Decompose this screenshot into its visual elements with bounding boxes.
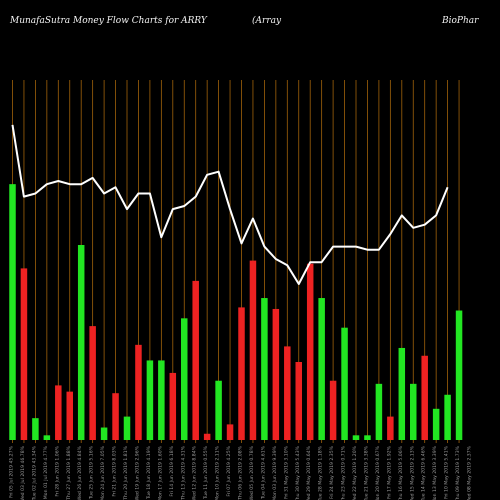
x-tick-label-29: Fri 24 May 2019 2.35% — [329, 445, 335, 499]
x-tick-label-22: Wed 05 Jun 2019 0.78% — [249, 445, 255, 500]
money-flow-bar-13 — [146, 360, 154, 440]
company-name-part-2: BioPhar — [442, 16, 479, 26]
x-tick-label-2: Wed 03 Jul 2019 46.78% — [20, 445, 26, 500]
money-flow-bar-19 — [215, 380, 222, 440]
x-tick-label-10: Fri 21 Jun 2019 8.03% — [112, 445, 118, 496]
x-tick-label-4: Mon 01 Jul 2019 4.77% — [43, 445, 49, 499]
money-flow-bar-28 — [318, 298, 325, 440]
x-tick-label-38: Mon 13 May 2019 3.39% — [432, 445, 438, 500]
money-flow-bar-34 — [387, 416, 394, 440]
price-line — [11, 124, 449, 285]
x-tick-label-28: Tue 28 May 2019 1.18% — [318, 445, 324, 500]
money-flow-bar-31 — [352, 435, 360, 440]
money-flow-bar-39 — [444, 394, 451, 440]
x-tick-label-8: Tue 25 Jun 2019 5.16% — [89, 445, 95, 500]
money-flow-bar-24 — [272, 308, 280, 440]
money-flow-bar-7 — [77, 245, 85, 440]
money-flow-bar-27 — [306, 263, 314, 440]
money-flow-bar-9 — [100, 427, 108, 440]
x-tick-label-37: Tue 14 May 2019 6.46% — [421, 445, 427, 500]
x-tick-label-19: Mon 10 Jun 2019 2.11% — [215, 445, 221, 500]
x-tick-label-40: Thu 09 May 2019 1.73% — [455, 445, 461, 500]
x-tick-label-30: Thu 23 May 2019 0.71% — [341, 445, 347, 500]
money-flow-bar-5 — [55, 385, 62, 440]
money-flow-bar-35 — [398, 347, 406, 440]
money-flow-bar-8 — [89, 326, 96, 440]
x-tick-label-32: Tue 21 May 2019 3.38% — [363, 445, 369, 500]
money-flow-bar-6 — [66, 391, 73, 440]
x-tick-label-15: Fri 14 Jun 2019 6.18% — [169, 445, 175, 496]
x-tick-label-5: Fri 28 Jun 2019 1.06% — [54, 445, 60, 496]
x-tick-label-41: Wed 08 May 2019 2.37% — [467, 445, 473, 500]
money-flow-bar-30 — [341, 327, 348, 440]
company-name-part-1: (Array — [252, 16, 282, 26]
x-axis-tick-labels: Fri 05 Jul 2019 45.27% Wed 03 Jul 2019 46… — [9, 445, 473, 500]
x-tick-label-24: Mon 03 Jun 2019 9.39% — [272, 445, 278, 500]
x-tick-label-13: Tue 18 Jun 2019 4.19% — [146, 445, 152, 500]
money-flow-bar-33 — [375, 383, 383, 440]
x-tick-label-36: Wed 15 May 2019 2.13% — [409, 445, 415, 500]
money-flow-bar-10 — [112, 393, 119, 440]
money-flow-bar-32 — [364, 435, 371, 440]
money-flow-bar-16 — [181, 318, 188, 440]
x-tick-label-3: Tue 02 Jul 2019 43.34% — [31, 445, 37, 500]
money-flow-bar-14 — [158, 360, 165, 440]
x-tick-label-14: Mon 17 Jun 2019 1.60% — [157, 445, 163, 500]
money-flow-bar-26 — [295, 362, 302, 440]
money-flow-bar-11 — [123, 416, 131, 440]
x-tick-label-16: Thu 13 Jun 2019 4.31% — [180, 445, 186, 500]
money-flow-bar-21 — [238, 307, 245, 440]
x-tick-label-9: Mon 24 Jun 2019 7.05% — [100, 445, 106, 500]
money-flow-bar-2 — [20, 268, 28, 440]
money-flow-bar-12 — [135, 344, 142, 440]
money-flow-bar-3 — [32, 418, 39, 440]
money-flow-bars — [9, 184, 463, 440]
x-tick-label-1: Fri 05 Jul 2019 45.27% — [9, 445, 15, 498]
x-tick-label-23: Tue 04 Jun 2019 4.61% — [260, 445, 266, 500]
x-tick-label-6: Thu 27 Jun 2019 1.88% — [66, 445, 72, 500]
x-tick-label-33: Mon 20 May 2019 0.67% — [375, 445, 381, 500]
money-flow-bar-36 — [410, 383, 417, 440]
x-tick-label-35: Thu 16 May 2019 5.06% — [398, 445, 404, 500]
money-flow-bar-38 — [432, 408, 440, 440]
chart-title: MunafaSutra Money Flow Charts for ARRY — [10, 16, 207, 26]
price-line-series — [11, 124, 449, 285]
money-flow-bar-23 — [261, 298, 268, 440]
x-tick-label-27: Wed 29 May 2019 0.64% — [306, 445, 312, 500]
x-tick-label-31: Wed 22 May 2019 1.20% — [352, 445, 358, 500]
x-tick-label-17: Wed 12 Jun 2019 8.84% — [192, 445, 198, 500]
money-flow-bar-1 — [9, 184, 16, 440]
money-flow-bar-4 — [43, 435, 51, 440]
money-flow-bar-37 — [421, 355, 428, 440]
x-tick-label-34: Fri 17 May 2019 1.92% — [386, 445, 392, 499]
money-flow-bar-17 — [192, 280, 199, 440]
money-flow-bar-22 — [249, 260, 257, 440]
x-tick-label-25: Fri 31 May 2019 3.10% — [283, 445, 289, 499]
x-tick-label-26: Thu 30 May 2019 5.43% — [295, 445, 301, 500]
x-tick-label-20: Fri 07 Jun 2019 4.25% — [226, 445, 232, 496]
x-tick-label-21: Thu 06 Jun 2019 2.08% — [238, 445, 244, 500]
money-flow-bar-29 — [329, 380, 337, 440]
x-tick-label-18: Tue 11 Jun 2019 0.55% — [203, 445, 209, 500]
x-tick-label-12: Wed 19 Jun 2019 2.96% — [134, 445, 140, 500]
x-tick-label-11: Thu 20 Jun 2019 1.81% — [123, 445, 129, 500]
x-tick-label-39: Fri 10 May 2019 5.41% — [444, 445, 450, 499]
money-flow-bar-40 — [455, 310, 463, 440]
money-flow-bar-25 — [284, 346, 291, 440]
money-flow-bar-15 — [169, 372, 177, 440]
money-flow-bar-18 — [203, 433, 211, 440]
x-tick-label-7: Wed 26 Jun 2019 4.84% — [77, 445, 83, 500]
money-flow-bar-20 — [226, 424, 234, 440]
